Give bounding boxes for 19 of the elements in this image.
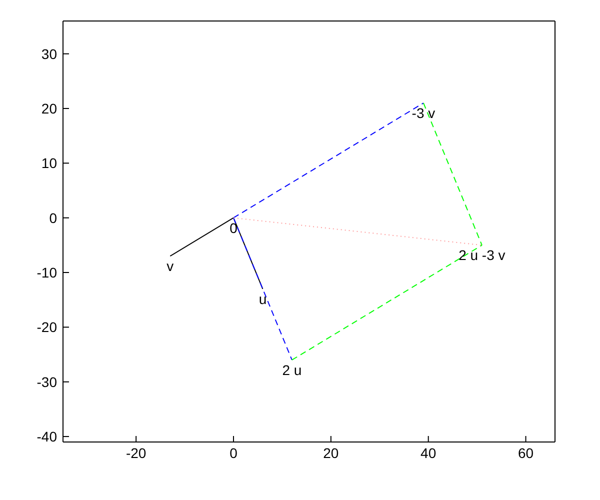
- annotation: 2 u: [282, 362, 302, 378]
- y-tick-label: -30: [36, 374, 58, 390]
- annotation: v: [166, 258, 174, 274]
- y-tick-label: 0: [49, 210, 58, 226]
- x-tick-label: 20: [323, 444, 339, 461]
- y-tick-label: -40: [36, 428, 58, 444]
- x-tick-label: 60: [518, 444, 534, 461]
- x-tick-label: 0: [230, 444, 238, 461]
- y-tick-label: -20: [36, 319, 58, 336]
- annotation: u: [258, 290, 267, 307]
- y-tick-label: -10: [36, 264, 58, 280]
- annotation: 0: [230, 220, 238, 236]
- annotation: -3 v: [412, 104, 436, 121]
- annotation: 2 u -3 v: [458, 247, 506, 264]
- x-tick-label: 40: [420, 444, 436, 461]
- y-tick-label: 30: [41, 46, 58, 62]
- y-tick-label: 10: [41, 155, 58, 172]
- y-tick-label: 20: [41, 100, 58, 116]
- x-tick-label: -20: [126, 444, 146, 461]
